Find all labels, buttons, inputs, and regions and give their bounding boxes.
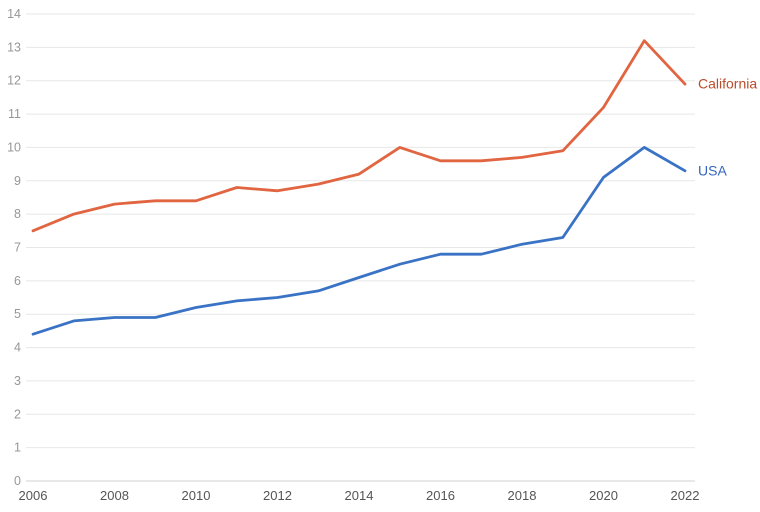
y-tick-label: 5	[14, 307, 21, 321]
y-tick-label: 7	[14, 241, 21, 255]
y-tick-label: 1	[14, 441, 21, 455]
x-tick-label: 2022	[671, 488, 700, 503]
x-tick-label: 2010	[182, 488, 211, 503]
y-tick-label: 8	[14, 207, 21, 221]
y-tick-label: 4	[14, 341, 21, 355]
y-tick-label: 12	[7, 74, 21, 88]
series-label-usa: USA	[698, 162, 727, 178]
x-tick-label: 2006	[19, 488, 48, 503]
x-tick-label: 2012	[263, 488, 292, 503]
y-tick-label: 11	[8, 107, 21, 121]
x-tick-label: 2020	[589, 488, 618, 503]
series-line-usa	[31, 145, 687, 336]
y-tick-label: 13	[7, 40, 21, 54]
y-tick-label: 9	[14, 174, 21, 188]
x-tick-label: 2018	[508, 488, 537, 503]
series-label-california: California	[698, 76, 757, 92]
x-tick-label: 2008	[100, 488, 129, 503]
y-tick-label: 3	[14, 374, 21, 388]
y-tick-label: 14	[7, 7, 21, 21]
x-tick-label: 2016	[426, 488, 455, 503]
y-tick-label: 2	[14, 407, 21, 421]
x-tick-label: 2014	[345, 488, 374, 503]
y-tick-label: 6	[14, 274, 21, 288]
series-line-california	[31, 39, 687, 233]
y-tick-label: 0	[14, 474, 21, 488]
y-tick-label: 10	[7, 140, 21, 154]
